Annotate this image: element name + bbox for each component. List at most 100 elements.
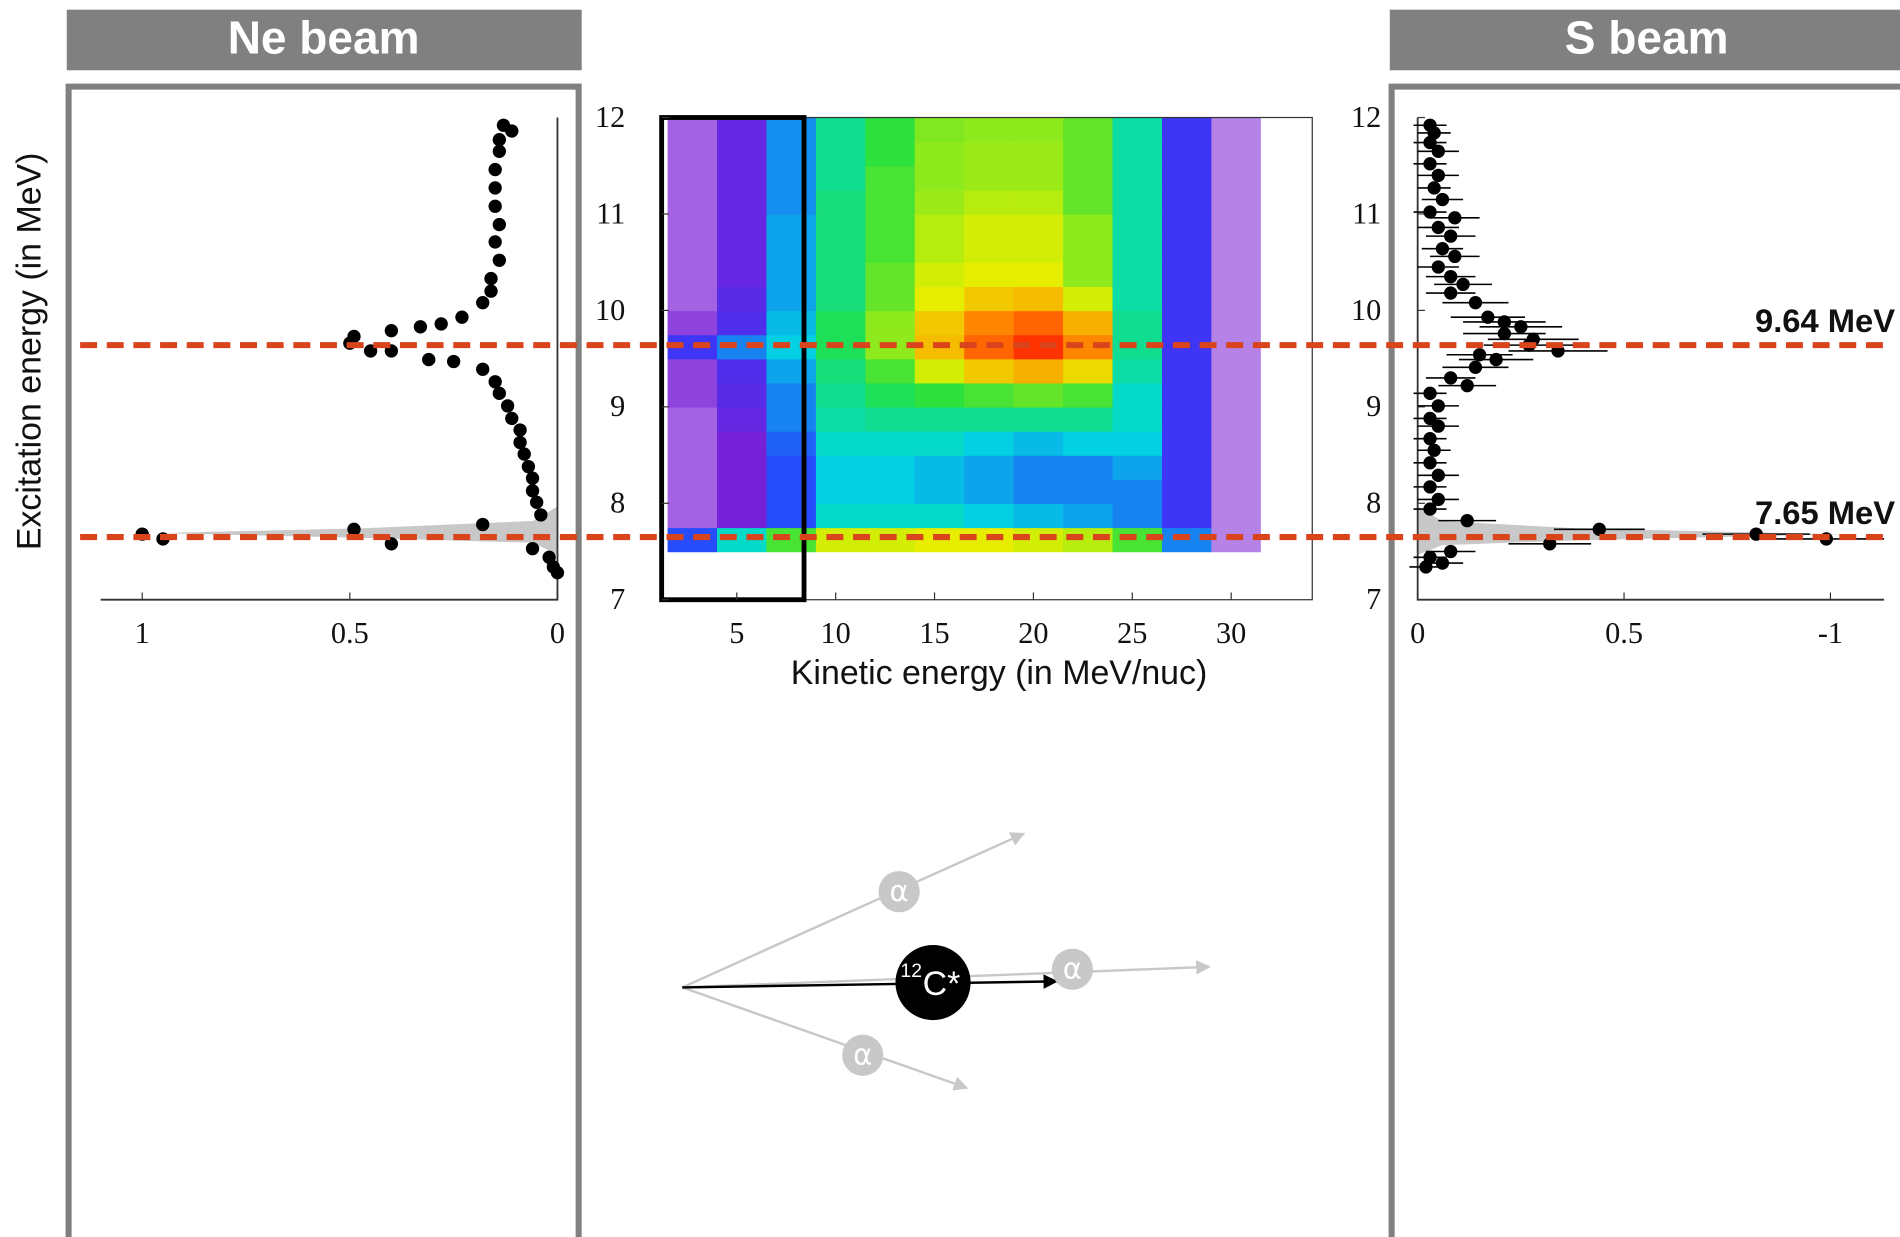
- level-label: 9.64 MeV: [1755, 302, 1895, 339]
- heat-cell: [667, 406, 718, 432]
- heat-cell: [1161, 406, 1213, 432]
- data-point: [1431, 220, 1445, 235]
- heat-cell: [1161, 430, 1213, 456]
- heat-cell: [914, 213, 965, 239]
- heat-cell: [865, 406, 916, 432]
- data-point: [530, 495, 544, 509]
- heat-cell: [865, 141, 916, 167]
- heat-cell: [815, 310, 867, 336]
- data-point: [1468, 360, 1483, 374]
- data-point: [1423, 502, 1437, 516]
- heat-cell: [1112, 141, 1163, 167]
- heat-cell: [865, 479, 916, 505]
- x-tick-label: 0: [550, 616, 565, 650]
- heat-cell: [1013, 117, 1064, 143]
- data-point: [1423, 205, 1437, 219]
- heat-cell: [815, 479, 867, 505]
- heat-cell: [1112, 503, 1163, 529]
- heat-cell: [865, 117, 916, 143]
- x-tick-label: 30: [1216, 616, 1246, 650]
- heat-cell: [964, 262, 1015, 288]
- heat-cell: [1063, 238, 1114, 263]
- heat-cell: [815, 238, 867, 263]
- data-point: [1448, 211, 1462, 225]
- heat-cell: [1211, 165, 1262, 191]
- heat-cell: [1211, 238, 1262, 263]
- heat-cell: [667, 503, 718, 529]
- heat-cell: [914, 141, 965, 167]
- header: S beam: [1565, 11, 1729, 63]
- data-point: [505, 411, 519, 426]
- x-axis-title: Kinetic energy (in MeV/nuc): [791, 654, 1207, 692]
- heat-cell: [1211, 358, 1262, 384]
- heat-cell: [815, 503, 867, 529]
- heat-cell: [815, 141, 867, 167]
- heat-cell: [964, 117, 1015, 143]
- y-tick-label: 8: [1366, 486, 1381, 520]
- heat-cell: [914, 238, 965, 263]
- heat-cell: [865, 358, 916, 384]
- data-point: [1423, 432, 1437, 446]
- heat-cell: [1013, 406, 1064, 432]
- data-point: [1460, 378, 1474, 393]
- heat-cell: [766, 286, 817, 312]
- heat-cell: [1161, 213, 1213, 239]
- data-point: [1419, 560, 1433, 574]
- heat-cell: [1013, 286, 1064, 312]
- data-point: [1431, 168, 1445, 183]
- heat-cell: [667, 382, 718, 408]
- heat-cell: [1112, 238, 1163, 263]
- data-point: [534, 508, 548, 522]
- data-point: [476, 517, 490, 532]
- data-point: [484, 271, 498, 286]
- heat-cell: [964, 382, 1015, 408]
- data-point: [1431, 492, 1445, 507]
- alpha-label: α: [1063, 951, 1082, 985]
- heat-cell: [1260, 238, 1312, 263]
- heat-cell: [1013, 189, 1064, 215]
- heat-cell: [667, 479, 718, 505]
- heat-cell: [1063, 455, 1114, 480]
- heat-cell: [964, 503, 1015, 529]
- nucleus-arrow: [682, 974, 1059, 989]
- particle: C*: [923, 965, 961, 1003]
- heat-cell: [815, 286, 867, 312]
- heat-cell: [1063, 358, 1114, 384]
- heat-cell: [1260, 455, 1312, 480]
- heat-cell: [1063, 189, 1114, 215]
- heat-cell: [667, 310, 718, 336]
- data-point: [513, 435, 527, 450]
- heat-cell: [1260, 382, 1312, 408]
- heat-cell: [766, 238, 817, 263]
- data-point: [1423, 386, 1437, 401]
- heat-cell: [1112, 262, 1163, 288]
- heat-cell: [717, 117, 768, 143]
- heat-cell: [1013, 262, 1064, 288]
- heat-cell: [1063, 382, 1114, 408]
- data-point: [413, 320, 428, 334]
- data-point: [1431, 144, 1445, 158]
- alpha: [842, 1034, 884, 1076]
- data-point: [1423, 480, 1437, 494]
- reaction-diagram: 12 C* α α α: [681, 832, 1211, 1091]
- data-point: [434, 317, 448, 331]
- heat-cell: [964, 189, 1015, 215]
- heat-cell: [1112, 455, 1163, 480]
- heat-cell: [766, 213, 817, 239]
- data-point: [525, 541, 540, 556]
- y-tick-label: 11: [1352, 196, 1381, 230]
- data-point: [1444, 286, 1458, 300]
- heat-cell: [1112, 165, 1163, 191]
- data-point: [488, 181, 502, 195]
- heat-cell: [914, 430, 965, 456]
- heat-cell: [766, 382, 817, 408]
- data-point: [525, 484, 540, 498]
- heat-cell: [1260, 262, 1312, 288]
- data-point: [492, 217, 506, 232]
- data-point: [446, 354, 461, 369]
- data-point: [492, 133, 506, 147]
- heat-cell: [1112, 213, 1163, 239]
- data-point: [1444, 544, 1458, 559]
